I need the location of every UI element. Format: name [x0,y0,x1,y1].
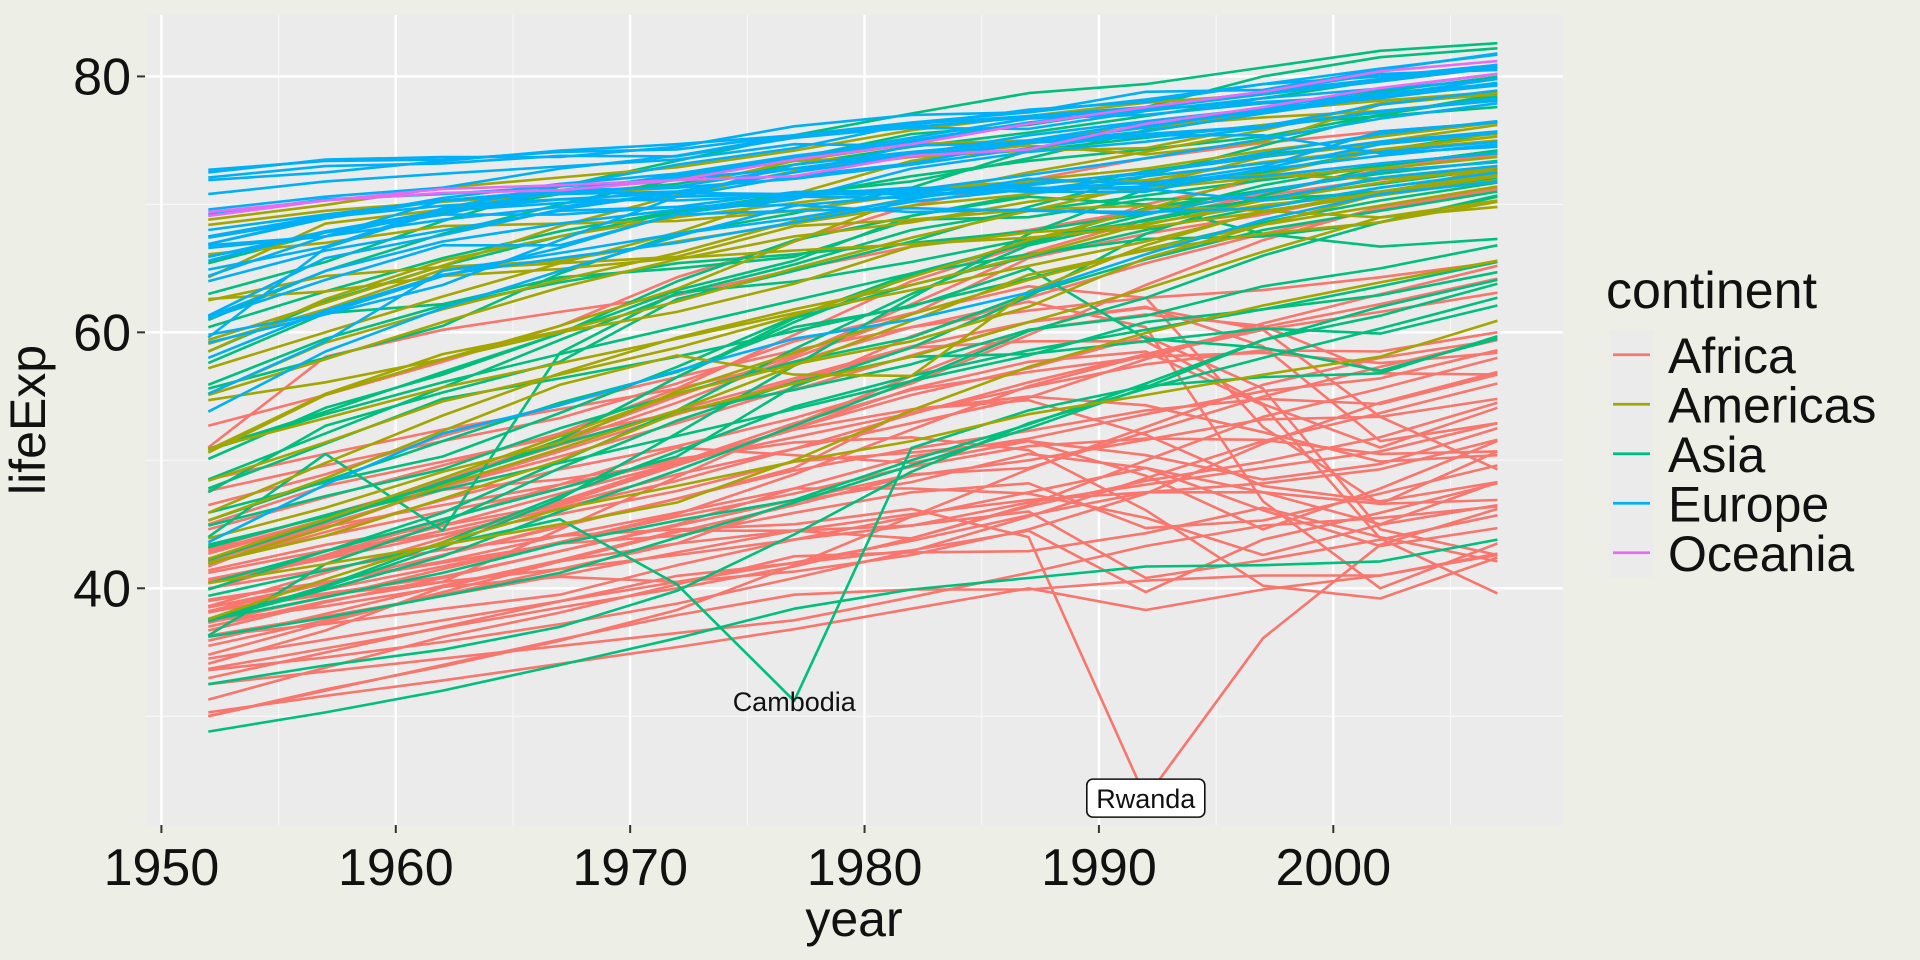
series-line-trinidad-and-tobago [207,204,1498,346]
series-line-honduras [207,200,1498,566]
series-line-denmark [208,96,1498,196]
series-line-austria [208,77,1498,247]
series-line-vietnam [207,149,1498,585]
series-line-slovak-republic [207,142,1498,278]
legend-label-americas: Americas [1668,377,1876,433]
legend: continent AfricaAmericasAsiaEuropeOceani… [1606,262,1876,582]
series-line-nicaragua [207,166,1498,561]
series-line-bosnia-and-herzegovina [207,140,1498,413]
y-tick-label: 60 [73,304,131,362]
series-line-gambia [208,338,1498,718]
series-line-botswana [208,284,1498,506]
series-line-thailand [207,195,1498,452]
series-line-somalia [208,482,1498,680]
series-line-south-africa [207,306,1498,526]
annotations: Cambodia Rwanda [733,687,1206,818]
annotation-cambodia: Cambodia [733,687,857,717]
series-line-madagascar [207,338,1498,632]
axis-ticks: 1950 1960 1970 1980 1990 2000 40 60 80 [73,48,1391,897]
series-line-ecuador [207,139,1498,483]
series-line-benin [207,373,1498,613]
series-line-norway [208,72,1498,172]
annotation-label-box [1086,778,1206,818]
legend-label-oceania: Oceania [1668,526,1854,582]
x-tick-label: 1970 [572,839,688,897]
x-tick-label: 1960 [338,839,454,897]
series-line-nepal [208,282,1498,639]
series-line-france [208,66,1498,239]
series-line-ethiopia [207,421,1498,666]
legend-title: continent [1606,262,1818,320]
series-line-croatia [207,130,1498,319]
series-line-turkey [207,180,1498,544]
series-line-paraguay [208,180,1498,301]
series-line-haiti [207,319,1498,621]
series-line-uruguay [208,121,1498,256]
series-line-sudan [208,349,1498,608]
series-line-yemen [208,296,1498,686]
series-line-togo [207,351,1498,608]
x-tick-label: 1990 [1041,839,1157,897]
series-line-guatemala [208,199,1498,564]
annotation-label-text: Cambodia [733,687,857,717]
series-line-tanzania [208,427,1498,575]
series-line-peru [207,185,1498,540]
series-line-serbia [207,151,1498,360]
legend-label-asia: Asia [1668,427,1765,483]
series-line-hungary [207,160,1498,283]
series-line-bahrain [207,131,1498,451]
series-line-australia [208,59,1498,218]
series-lines [207,41,1498,800]
series-line-finland [208,84,1498,250]
y-tick-label: 40 [73,560,131,618]
series-line-iran [207,190,1498,527]
series-line-afghanistan [208,538,1498,733]
series-line-sweden [208,63,1498,182]
legend-label-europe: Europe [1668,476,1829,532]
x-tick-label: 1950 [104,839,220,897]
series-line-mauritania [208,277,1498,584]
series-line-djibouti [207,397,1498,657]
series-line-new-zealand [208,72,1498,214]
series-line-eritrea [208,356,1498,642]
series-line-guinea-bissau [208,505,1498,686]
x-axis-title: year [805,891,902,947]
series-line-indonesia [207,194,1498,622]
series-line-equatorial-guinea [208,438,1498,660]
y-axis-title: lifeExp [0,345,56,495]
annotation-rwanda: Rwanda [1086,778,1206,818]
series-line-mauritius [207,167,1498,449]
series-line-lebanon [207,177,1498,387]
legend-label-africa: Africa [1668,328,1796,384]
series-line-bangladesh [208,278,1498,622]
series-line-belgium [208,82,1498,232]
series-line-korea-rep [207,93,1498,494]
series-line-mozambique [207,506,1498,701]
x-tick-label: 1980 [807,839,923,897]
y-tick-label: 80 [73,48,131,106]
x-tick-label: 2000 [1275,839,1391,897]
series-line-iceland [208,52,1498,174]
annotation-label-text: Rwanda [1096,784,1196,814]
